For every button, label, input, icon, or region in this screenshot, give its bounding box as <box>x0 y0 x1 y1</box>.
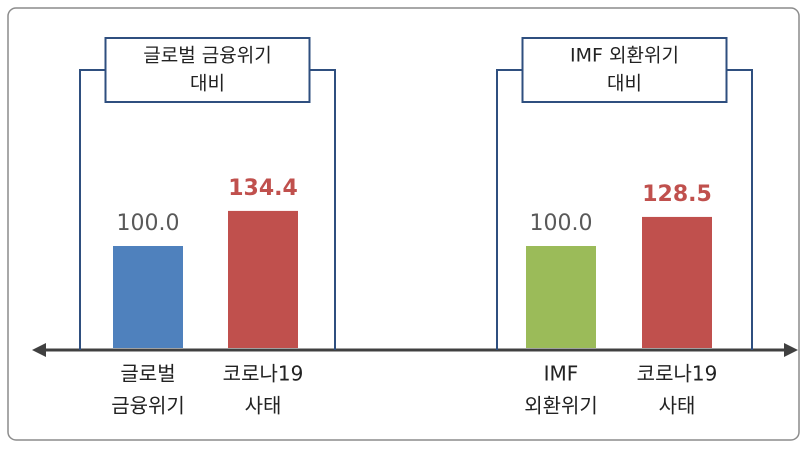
x-tick-label: 코로나19 <box>223 362 304 386</box>
group-title: IMF 외환위기 <box>570 45 679 67</box>
x-tick-label: 금융위기 <box>111 394 185 418</box>
axis-arrow-right <box>784 343 798 357</box>
value-label: 100.0 <box>117 211 180 236</box>
group-title: 글로벌 금융위기 <box>143 45 271 67</box>
group-title: 대비 <box>190 73 225 95</box>
x-tick-label: 글로벌 <box>120 362 175 386</box>
x-tick-label: 코로나19 <box>637 362 718 386</box>
title-box <box>521 37 728 103</box>
title-box <box>104 37 311 103</box>
value-label: 100.0 <box>530 211 593 236</box>
value-label: 128.5 <box>642 182 712 207</box>
x-tick-label: 외환위기 <box>524 394 598 418</box>
group-title: 대비 <box>607 73 642 95</box>
bar <box>228 210 298 348</box>
x-tick-label: 사태 <box>659 394 696 418</box>
bar <box>113 246 183 348</box>
bar <box>642 216 712 348</box>
x-tick-label: 사태 <box>245 394 282 418</box>
x-tick-label: IMF <box>544 362 579 386</box>
bar <box>526 246 596 348</box>
axis-arrow-left <box>32 343 46 357</box>
frame <box>7 7 800 441</box>
value-label: 134.4 <box>228 176 298 201</box>
